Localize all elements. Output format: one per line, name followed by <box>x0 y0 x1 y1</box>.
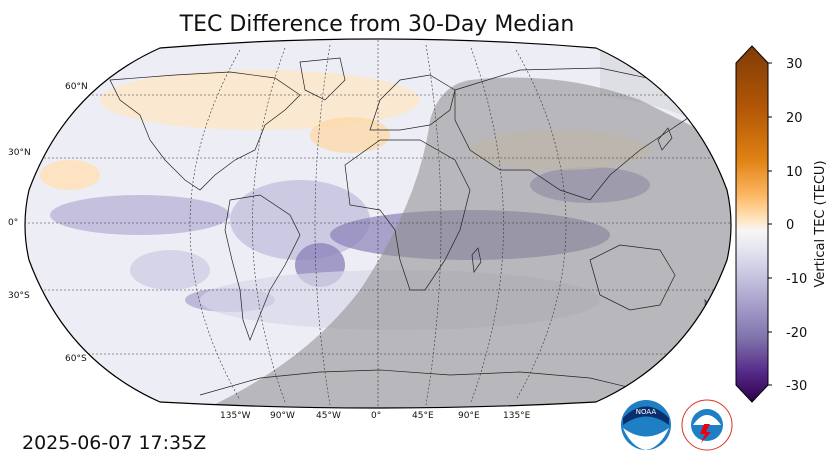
graticule <box>25 40 731 408</box>
longitude-line-45w <box>314 44 331 406</box>
lon-label-45e: 45°E <box>412 411 434 421</box>
colorbar-ramp <box>735 45 769 403</box>
colorbar-tick-label: -20 <box>786 326 807 341</box>
lon-label-135w: 135°W <box>220 411 251 421</box>
colorbar: 30 20 10 0 -10 -20 -30 Vertical TEC (TEC… <box>735 45 828 403</box>
colorbar-tick-label: -30 <box>786 379 807 394</box>
tec-anomaly-positive <box>40 160 100 190</box>
nws-logo <box>681 399 733 451</box>
lon-label-0: 0° <box>371 411 381 421</box>
colorbar-tick-label: 30 <box>786 57 803 72</box>
australia-outline <box>589 244 676 311</box>
asia-outline <box>454 67 701 201</box>
colorbar-axis-label: Vertical TEC (TECU) <box>813 160 828 287</box>
colorbar-tick-label: -10 <box>786 272 807 287</box>
globe <box>25 40 731 408</box>
longitude-line-135e <box>515 49 567 401</box>
night-terminator-shading <box>180 77 731 408</box>
noaa-logo-text: NOAA <box>636 408 657 416</box>
lon-label-90w: 90°W <box>270 411 295 421</box>
longitude-line-90w <box>252 47 286 403</box>
colorbar-tick-label: 0 <box>786 218 794 233</box>
antarctica-outline <box>199 369 641 396</box>
coastlines <box>109 57 713 396</box>
madagascar-outline <box>471 247 482 273</box>
nws-logo-cloud <box>693 415 721 425</box>
colorbar-tick-label: 20 <box>786 111 803 126</box>
lat-label-30s: 30°S <box>8 291 30 301</box>
greenland-outline <box>299 57 346 101</box>
timestamp: 2025-06-07 17:35Z <box>22 432 207 454</box>
colorbar-tick-label: 10 <box>786 165 803 180</box>
lat-label-60s: 60°S <box>65 354 87 364</box>
globe-outline <box>24 38 732 409</box>
tec-anomaly-negative <box>50 195 230 235</box>
colorbar-ticks <box>768 62 772 386</box>
lon-label-135e: 135°E <box>503 411 531 421</box>
south-america-outline <box>224 194 301 341</box>
lon-label-45w: 45°W <box>316 411 341 421</box>
japan-outline <box>657 127 673 151</box>
africa-outline <box>344 139 471 291</box>
lat-label-30n: 30°N <box>8 148 31 158</box>
tec-anomaly-negative <box>130 250 210 290</box>
tec-anomaly-positive <box>310 117 390 153</box>
nws-logo-lightning <box>700 424 711 443</box>
longitude-line-45e <box>425 44 442 406</box>
lon-label-90e: 90°E <box>458 411 480 421</box>
page-title: TEC Difference from 30-Day Median <box>179 12 575 37</box>
noaa-logo: NOAA <box>621 400 671 450</box>
longitude-line-90e <box>470 47 504 403</box>
noaa-logo-bird <box>623 428 669 450</box>
lat-label-60n: 60°N <box>65 82 88 92</box>
longitude-line-135w <box>189 49 241 401</box>
north-america-outline <box>109 71 301 191</box>
lat-label-equator: 0° <box>8 218 18 228</box>
tec-anomaly-negative <box>230 180 370 260</box>
noaa-logo-upper <box>623 406 669 425</box>
